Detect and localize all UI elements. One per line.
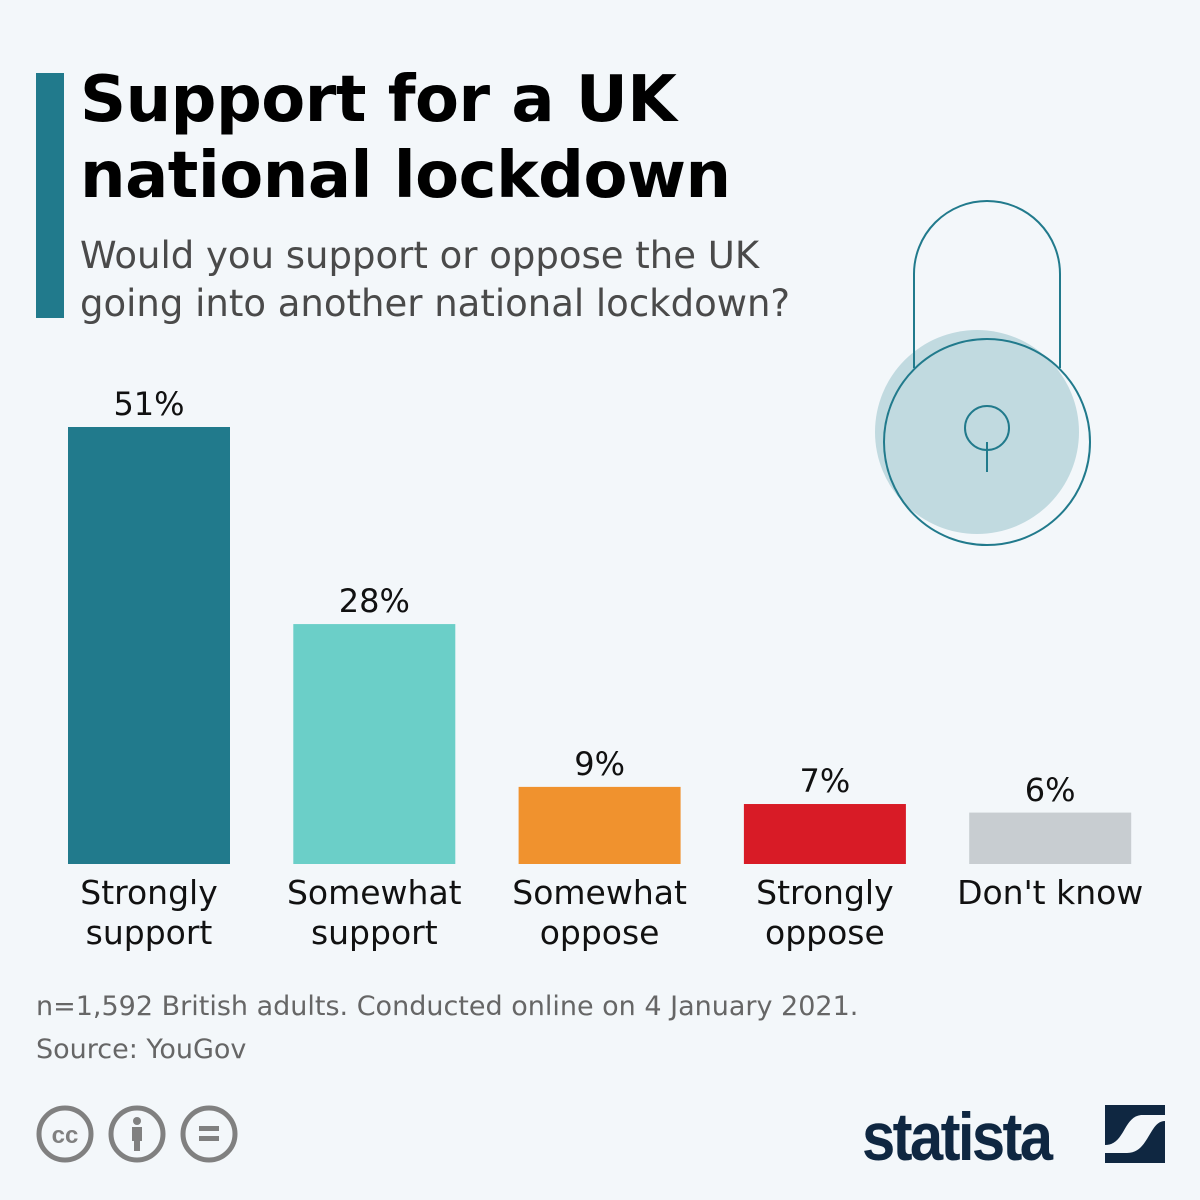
data-label: 51% [113, 385, 185, 423]
statista-logo-icon[interactable] [1105, 1105, 1165, 1165]
data-label: 7% [799, 762, 851, 801]
attribution-icon[interactable] [108, 1105, 168, 1165]
subtitle: Would you support or oppose the UK going … [80, 234, 791, 325]
page-title: Support for a UK national lockdown [80, 63, 731, 213]
statista-logo-text[interactable]: statista [862, 1099, 1053, 1175]
title-accent-bar [36, 73, 64, 318]
data-label: 9% [574, 744, 625, 783]
bar [518, 786, 681, 864]
bar [743, 804, 906, 864]
creative-commons-icon[interactable]: cc [36, 1105, 96, 1165]
bar [68, 427, 230, 864]
bar [293, 624, 456, 864]
source: Source: YouGov [36, 1034, 247, 1065]
no-derivatives-icon[interactable] [180, 1105, 240, 1165]
category-label: Somewhat oppose [512, 873, 687, 952]
category-label: Strongly oppose [756, 873, 894, 952]
footnote: n=1,592 British adults. Conducted online… [36, 991, 859, 1022]
data-label: 6% [1024, 770, 1076, 809]
category-label: Somewhat support [286, 873, 462, 952]
category-label: Strongly support [80, 873, 218, 952]
padlock-icon [875, 200, 1091, 546]
svg-text:cc: cc [52, 1122, 79, 1149]
data-label: 28% [338, 582, 410, 621]
category-label: Don't know [957, 873, 1144, 912]
bar [969, 812, 1132, 864]
